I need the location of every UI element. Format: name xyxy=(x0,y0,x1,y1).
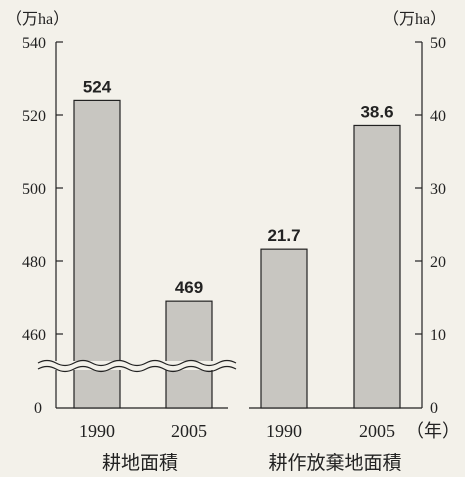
left-y-tick-label: 480 xyxy=(22,254,46,271)
bar-farmland-1990 xyxy=(73,99,121,409)
left-y-tick-label: 460 xyxy=(22,327,46,344)
left-tick-marks xyxy=(56,41,63,335)
group-label-farmland: 耕地面積 xyxy=(102,452,178,474)
x-category-label: 1990 xyxy=(79,421,115,441)
right-y-tick-label: 30 xyxy=(430,181,446,198)
data-label-farmland-1990: 524 xyxy=(83,77,112,96)
x-category-label: 2005 xyxy=(359,421,395,441)
left-unit-label: （万ha） xyxy=(6,10,69,28)
left-y-tick-label: 520 xyxy=(22,108,46,125)
group-label-abandoned: 耕作放棄地面積 xyxy=(268,452,401,474)
bar-farmland-2005 xyxy=(165,300,213,409)
right-y-tick-label: 0 xyxy=(430,400,438,417)
right-y-tick-label: 50 xyxy=(430,35,446,52)
data-label-abandoned-1990: 21.7 xyxy=(267,226,300,245)
bar-abandoned-2005 xyxy=(353,124,401,409)
x-unit-label: （年） xyxy=(406,421,460,441)
axis-break xyxy=(37,359,237,373)
x-category-label: 1990 xyxy=(266,421,302,441)
left-y-tick-label: 540 xyxy=(22,35,46,52)
left-y-tick-label: 0 xyxy=(34,400,42,417)
data-label-farmland-2005: 469 xyxy=(175,278,203,297)
data-label-abandoned-2005: 38.6 xyxy=(360,102,393,121)
x-category-label: 2005 xyxy=(171,421,207,441)
right-y-tick-label: 20 xyxy=(430,254,446,271)
right-unit-label: （万ha） xyxy=(383,10,446,28)
right-y-tick-label: 10 xyxy=(430,327,446,344)
right-y-tick-label: 40 xyxy=(430,108,446,125)
bar-abandoned-1990 xyxy=(260,248,308,409)
right-tick-marks xyxy=(415,41,422,335)
left-y-tick-label: 500 xyxy=(22,181,46,198)
